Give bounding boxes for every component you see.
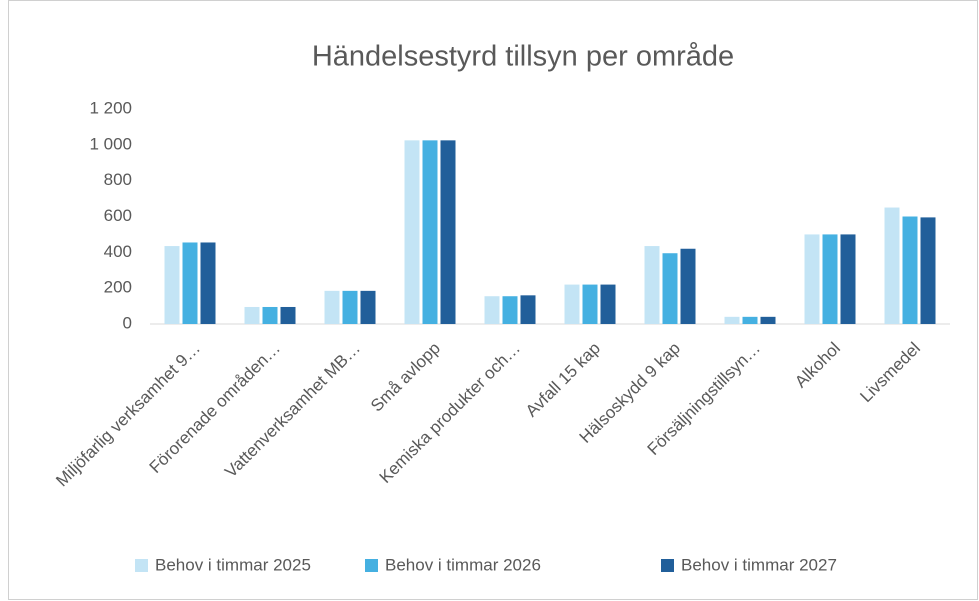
bar [484, 296, 500, 324]
bar [280, 306, 296, 324]
bar [840, 234, 856, 324]
bar [742, 316, 758, 324]
y-tick-label: 1 000 [89, 134, 132, 153]
bar [520, 295, 536, 324]
bar [680, 248, 696, 324]
bar [564, 284, 580, 324]
y-tick-label: 1 200 [89, 98, 132, 117]
legend-label: Behov i timmar 2025 [155, 555, 311, 574]
legend-swatch [365, 559, 378, 572]
bar [502, 296, 518, 324]
legend-swatch [661, 559, 674, 572]
y-tick-label: 800 [104, 170, 132, 189]
bar [164, 246, 180, 324]
bar [262, 306, 278, 324]
y-tick-label: 0 [123, 313, 132, 332]
bar [760, 316, 776, 324]
bar [920, 217, 936, 324]
bar [324, 290, 340, 324]
bar [422, 140, 438, 324]
bar [182, 242, 198, 324]
y-tick-label: 200 [104, 278, 132, 297]
bar [600, 284, 616, 324]
bar [200, 242, 216, 324]
bar [724, 316, 740, 324]
y-tick-label: 600 [104, 206, 132, 225]
legend-swatch [135, 559, 148, 572]
bar [884, 207, 900, 324]
legend-label: Behov i timmar 2027 [681, 555, 837, 574]
bar [244, 306, 260, 324]
bar [360, 290, 376, 324]
bar [342, 290, 358, 324]
legend-label: Behov i timmar 2026 [385, 555, 541, 574]
bar [582, 284, 598, 324]
bar [662, 253, 678, 324]
bar [902, 216, 918, 324]
bar [644, 246, 660, 324]
y-tick-label: 400 [104, 242, 132, 261]
bar [440, 140, 456, 324]
bar [822, 234, 838, 324]
bar [404, 140, 420, 324]
chart-title: Händelsestyrd tillsyn per område [312, 41, 734, 73]
bar [804, 234, 820, 324]
